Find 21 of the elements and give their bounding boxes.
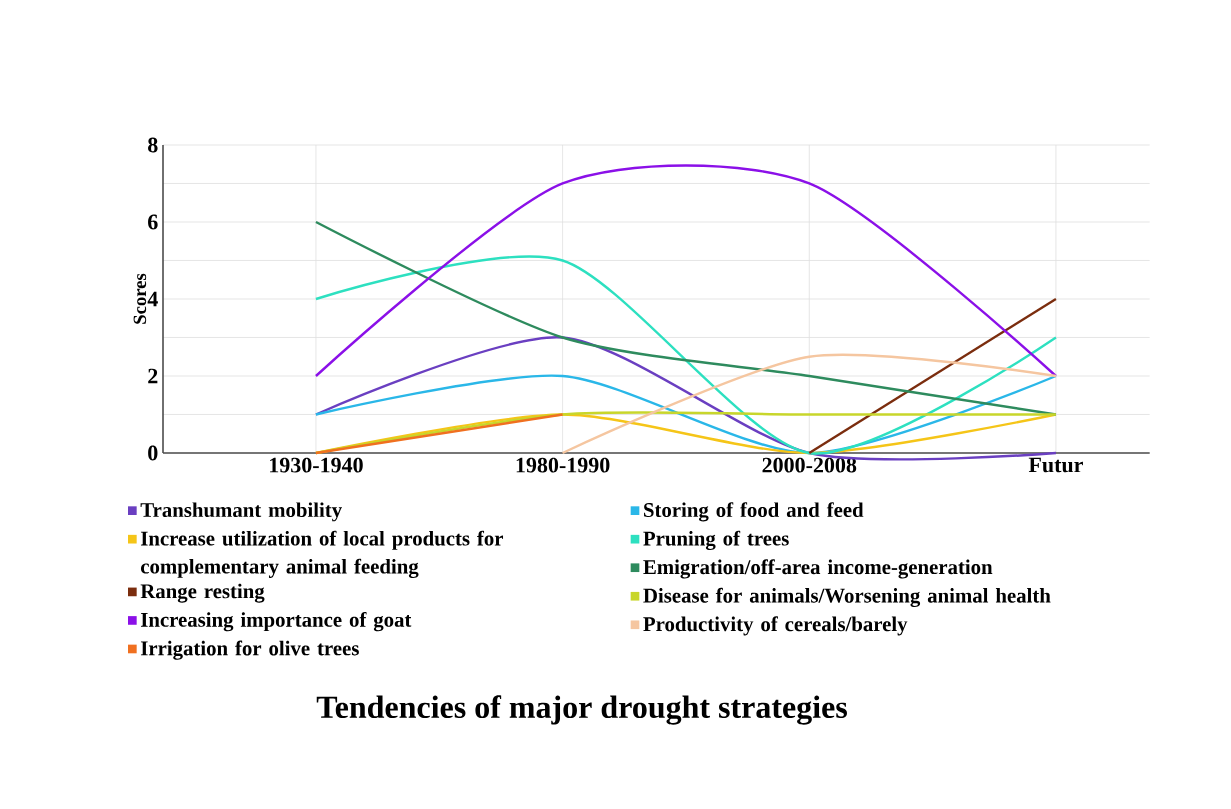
text: Tendencies of major drought strategies <box>316 695 847 725</box>
legend-label: Storing of food and feed <box>644 502 864 522</box>
legend-label: Transhumant mobility <box>140 502 342 522</box>
legend-label: Pruning of trees <box>643 530 789 550</box>
x-tick-label: Futur <box>1028 457 1083 473</box>
legend-label: Increasing importance of goat <box>140 611 412 632</box>
legend-label: Increase utilization of local products for complementary animal feeding <box>140 530 504 578</box>
y-tick-label: 8 <box>148 137 158 153</box>
legend-label: Irrigation for olive trees <box>140 640 359 660</box>
y-tick-label: 2 <box>148 368 158 384</box>
x-tick-label: 1930-1940 <box>270 457 363 473</box>
legend-label: Emigration/off-area income-generation <box>643 559 993 579</box>
y-tick-label: 4 <box>147 291 158 307</box>
x-tick-label: 2000-2008 <box>762 457 857 473</box>
legend-label: Disease for animals/Worsening animal health <box>643 587 1051 608</box>
y-tick-label: 6 <box>148 214 158 230</box>
x-tick-label: 1980-1990 <box>516 457 610 473</box>
y-axis-title: Scores <box>133 273 147 324</box>
legend-label: Productivity of cereals/barely <box>643 616 908 636</box>
legend-label: Range resting <box>140 583 265 603</box>
y-tick-label: 0 <box>148 445 158 461</box>
